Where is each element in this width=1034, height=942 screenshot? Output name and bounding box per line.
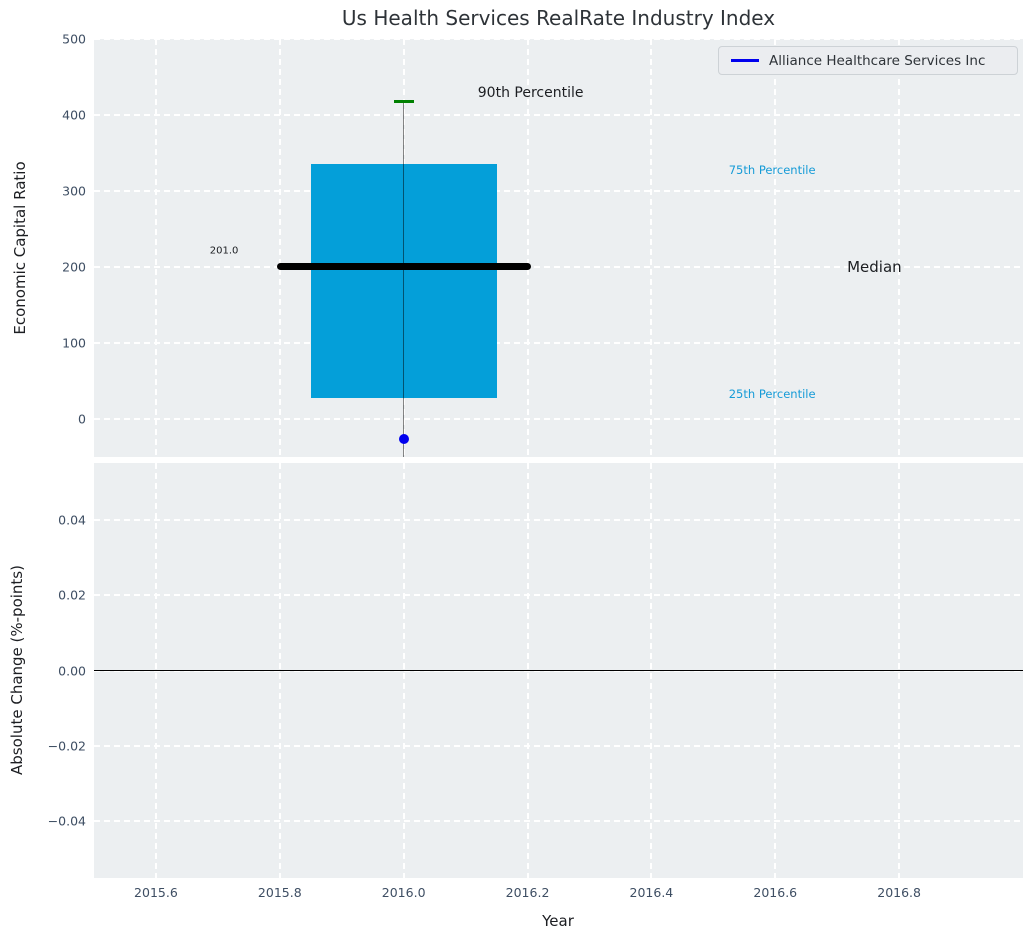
y-tick-label: 400: [62, 107, 86, 123]
gridline-vertical: [278, 39, 281, 457]
y-tick-label: 0: [78, 411, 86, 427]
gridline-vertical: [774, 39, 777, 457]
xlabel-year: Year: [542, 912, 574, 930]
gridline-horizontal: [94, 114, 1023, 116]
zero-reference-line: [94, 669, 1023, 672]
gridline-horizontal: [94, 744, 1023, 747]
y-tick-label: 0.02: [58, 587, 86, 603]
gridline-vertical: [898, 39, 901, 457]
gridline-horizontal: [94, 820, 1023, 823]
gridline-horizontal: [94, 39, 1023, 40]
y-tick-label: 0.00: [58, 663, 86, 678]
chart-title: Us Health Services RealRate Industry Ind…: [341, 6, 776, 30]
annotation-median: Median: [847, 258, 902, 276]
company-data-point: [398, 433, 409, 444]
y-tick-label: 200: [62, 259, 86, 275]
x-tick-label: 2015.6: [134, 885, 178, 900]
median-line: [276, 262, 531, 270]
p90-cap: [393, 100, 414, 103]
legend: Alliance Healthcare Services Inc: [718, 46, 1018, 75]
y-tick-label: 100: [62, 335, 86, 351]
x-tick-label: 2016.4: [629, 885, 674, 900]
x-tick-label: 2015.8: [257, 885, 302, 900]
x-tick-label: 2016.0: [381, 885, 426, 900]
box-interquartile-range: [310, 164, 497, 399]
x-tick-label: 2016.2: [505, 885, 550, 900]
y-tick-label: 500: [62, 31, 86, 47]
annotation-75th-percentile: 75th Percentile: [728, 163, 816, 178]
gridline-horizontal: [94, 266, 1023, 268]
legend-label: Alliance Healthcare Services Inc: [769, 52, 986, 69]
annotation-201-0: 201.0: [209, 245, 239, 257]
gridline-horizontal: [94, 418, 1023, 420]
y-tick-label: 300: [62, 183, 86, 199]
y-tick-label: −0.04: [47, 813, 86, 829]
gridline-vertical: [650, 39, 653, 457]
whisker-line: [402, 101, 405, 457]
legend-line-sample: [731, 59, 759, 62]
gridline-horizontal: [94, 342, 1023, 344]
gridline-vertical: [526, 39, 529, 457]
gridline-vertical: [154, 39, 157, 457]
x-tick-label: 2016.8: [877, 885, 921, 900]
top-axes-economic-capital-ratio: 201.0 90th Percentile 75th Percentile Media…: [94, 39, 1023, 457]
gridline-horizontal: [94, 594, 1023, 597]
x-tick-label: 2016.6: [753, 885, 798, 900]
gridline-horizontal: [94, 190, 1023, 192]
bottom-axes-absolute-change: [94, 463, 1023, 878]
y-tick-label: −0.02: [47, 738, 86, 754]
annotation-90th-percentile: 90th Percentile: [477, 84, 584, 101]
annotation-25th-percentile: 25th Percentile: [728, 386, 816, 401]
gridline-horizontal: [94, 518, 1023, 521]
y-tick-label: 0.04: [58, 512, 86, 528]
